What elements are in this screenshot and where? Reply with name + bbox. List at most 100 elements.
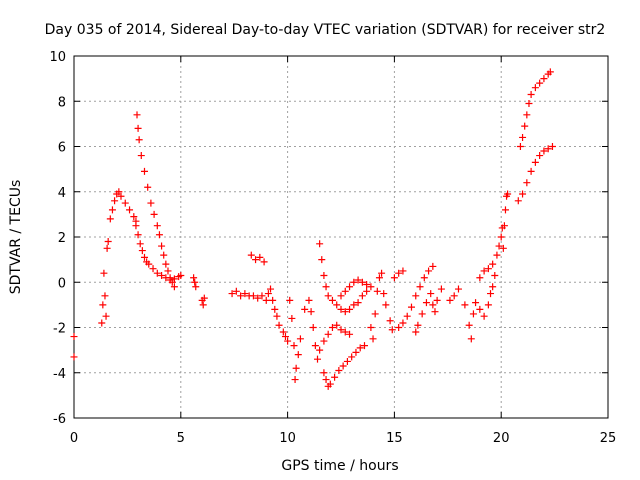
data-point [350, 301, 358, 309]
data-point [305, 296, 313, 304]
data-point [271, 305, 279, 313]
data-point [281, 333, 289, 341]
data-point [126, 206, 134, 214]
data-point [467, 335, 475, 343]
data-point [367, 324, 375, 331]
y-tick-label: 4 [58, 186, 66, 201]
data-point [100, 269, 108, 277]
data-point [446, 296, 454, 304]
data-point [514, 197, 522, 205]
data-point [121, 199, 129, 207]
data-point [375, 274, 383, 282]
data-point [158, 271, 166, 279]
data-point [170, 283, 178, 291]
data-point [104, 238, 112, 246]
data-point [328, 296, 336, 304]
data-point [427, 290, 435, 298]
x-tick-label: 25 [600, 431, 617, 446]
data-point [106, 215, 114, 223]
data-point [480, 312, 488, 320]
data-point [491, 271, 499, 279]
data-point [418, 310, 426, 318]
data-point [98, 319, 106, 327]
data-point [136, 240, 144, 248]
data-point [500, 222, 508, 230]
data-point [369, 335, 377, 343]
data-point [360, 342, 368, 350]
data-point [476, 305, 484, 313]
data-point [536, 152, 544, 160]
data-point [130, 213, 138, 221]
data-point [140, 253, 148, 261]
data-point [414, 321, 422, 329]
series-track-19-20h [476, 190, 512, 282]
data-point [200, 294, 208, 302]
data-point [380, 290, 388, 298]
data-point [352, 348, 360, 356]
x-tick-label: 5 [177, 431, 185, 446]
data-point [544, 145, 552, 153]
data-point [155, 231, 163, 239]
data-point [378, 269, 386, 277]
x-axis-label: GPS time / hours [281, 458, 398, 474]
data-point [149, 265, 157, 273]
data-point [346, 283, 354, 291]
data-point [521, 122, 529, 130]
data-point [284, 337, 292, 345]
data-point [160, 251, 168, 259]
data-point [249, 292, 257, 300]
data-point [133, 111, 141, 119]
data-point [191, 278, 199, 286]
y-tick-label: 8 [58, 95, 66, 110]
data-point [134, 124, 142, 132]
data-point [525, 100, 533, 108]
data-point [291, 376, 299, 384]
data-point [170, 275, 178, 283]
data-point [469, 310, 477, 318]
data-point [314, 355, 322, 363]
data-point [501, 206, 509, 214]
data-point [134, 231, 142, 239]
data-point [269, 296, 277, 304]
x-tick-label: 10 [279, 431, 296, 446]
data-point [320, 271, 328, 279]
data-point [322, 376, 330, 384]
data-point [337, 305, 345, 313]
data-point [262, 296, 270, 304]
data-point [416, 283, 424, 291]
data-point [320, 369, 328, 377]
data-point [412, 292, 420, 300]
series-track-early [70, 333, 78, 361]
data-point [540, 75, 548, 83]
data-point [465, 321, 473, 329]
y-tick-label: 10 [49, 50, 66, 65]
data-point [403, 312, 411, 320]
data-point [367, 283, 375, 291]
series-track-5-6h [190, 274, 208, 309]
series-track-8h-blip [247, 251, 268, 266]
data-point [108, 206, 116, 214]
data-point [192, 283, 200, 291]
data-point [358, 278, 366, 286]
data-point [399, 319, 407, 327]
data-point [252, 256, 260, 264]
y-tick-label: -2 [53, 322, 66, 337]
data-point [232, 287, 240, 295]
y-tick-label: 6 [58, 141, 66, 156]
data-point [164, 267, 172, 275]
series-track-noon-low [320, 342, 368, 390]
data-point [101, 292, 109, 300]
data-point [523, 179, 531, 187]
data-point [356, 344, 364, 352]
series-track-morning-low [132, 222, 185, 284]
data-point [264, 290, 272, 298]
data-point [339, 362, 347, 370]
data-point [341, 308, 349, 316]
data-point [132, 222, 140, 230]
data-point [286, 296, 294, 304]
data-point [519, 190, 527, 198]
data-point [273, 312, 281, 320]
data-point [199, 301, 207, 309]
data-point [99, 301, 107, 309]
data-point [318, 256, 326, 264]
